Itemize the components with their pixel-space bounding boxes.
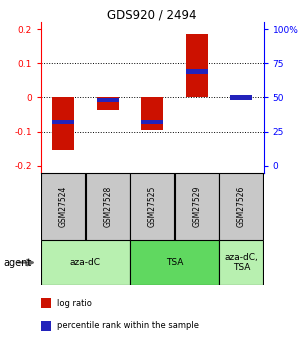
Bar [219,172,263,240]
Text: GSM27528: GSM27528 [103,186,112,227]
Bar [186,69,208,74]
Bar [186,34,208,97]
Bar [86,172,130,240]
Text: aza-dC,
TSA: aza-dC, TSA [225,253,258,272]
Bar [52,97,74,150]
Bar [97,98,119,102]
Bar [52,120,74,124]
Bar [97,97,119,110]
Text: percentile rank within the sample: percentile rank within the sample [57,321,199,330]
Text: TSA: TSA [166,258,183,267]
Bar [141,120,163,124]
Bar [130,172,174,240]
Bar [41,172,85,240]
Bar [130,240,219,285]
Text: GSM27524: GSM27524 [59,186,68,227]
Bar [41,240,130,285]
Text: GDS920 / 2494: GDS920 / 2494 [107,9,196,22]
Bar [141,97,163,130]
Text: agent: agent [3,258,31,267]
Text: log ratio: log ratio [57,299,92,308]
Text: GSM27529: GSM27529 [192,186,201,227]
Text: aza-dC: aza-dC [70,258,101,267]
Bar [230,95,252,100]
Bar [175,172,219,240]
Bar [219,240,263,285]
Text: GSM27526: GSM27526 [237,186,246,227]
Text: GSM27525: GSM27525 [148,186,157,227]
